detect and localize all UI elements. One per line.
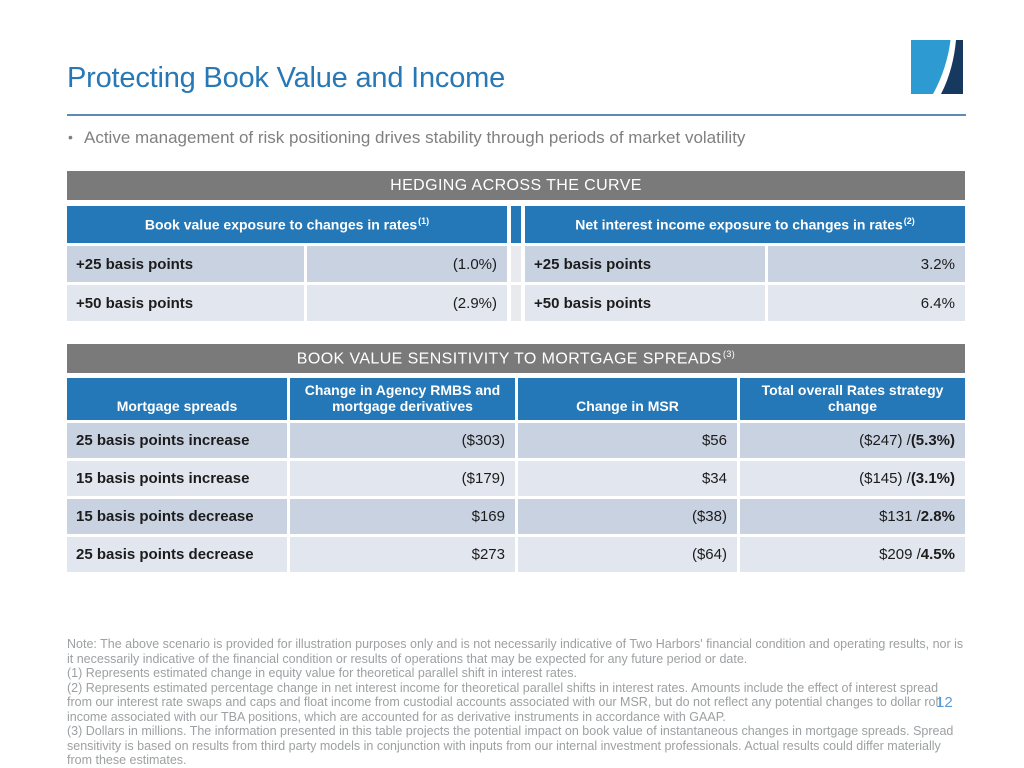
footnote-ref-3: (3) xyxy=(723,348,736,359)
bullet-icon: • xyxy=(68,129,73,145)
table-separator-strip xyxy=(511,206,521,324)
section-band-sensitivity: BOOK VALUE SENSITIVITY TO MORTGAGE SPREA… xyxy=(67,344,965,373)
rmbs-value: $273 xyxy=(290,537,515,572)
footnote-general: Note: The above scenario is provided for… xyxy=(67,637,964,666)
table-row: +25 basis points 3.2% xyxy=(525,246,965,282)
title-underline xyxy=(67,114,966,116)
row-label: +50 basis points xyxy=(525,285,765,321)
total-value: ($145) / (3.1%) xyxy=(740,461,965,496)
row-value: (1.0%) xyxy=(307,246,507,282)
total-value: $209 / 4.5% xyxy=(740,537,965,572)
row-label: +25 basis points xyxy=(525,246,765,282)
two-harbors-logo-icon xyxy=(911,40,963,94)
total-value: ($247) / (5.3%) xyxy=(740,423,965,458)
row-label: 15 basis points increase xyxy=(67,461,287,496)
mortgage-spread-sensitivity-table: Mortgage spreads Change in Agency RMBS a… xyxy=(67,378,965,572)
table-row: +50 basis points 6.4% xyxy=(525,285,965,321)
rmbs-value: $169 xyxy=(290,499,515,534)
column-header-rmbs-change: Change in Agency RMBS and mortgage deriv… xyxy=(290,378,515,420)
page-number: 12 xyxy=(936,694,953,711)
book-value-exposure-header: Book value exposure to changes in rates(… xyxy=(67,206,507,243)
book-value-exposure-table: Book value exposure to changes in rates(… xyxy=(67,206,507,324)
row-label: 15 basis points decrease xyxy=(67,499,287,534)
column-header-msr-change: Change in MSR xyxy=(518,378,737,420)
key-message-text: Active management of risk positioning dr… xyxy=(84,128,746,147)
key-message: • Active management of risk positioning d… xyxy=(68,128,928,148)
row-label: +25 basis points xyxy=(67,246,304,282)
section-band-hedging-title: HEDGING ACROSS THE CURVE xyxy=(390,176,642,194)
net-interest-income-header: Net interest income exposure to changes … xyxy=(525,206,965,243)
net-interest-income-header-text: Net interest income exposure to changes … xyxy=(575,216,903,233)
msr-value: ($64) xyxy=(518,537,737,572)
book-value-exposure-header-text: Book value exposure to changes in rates xyxy=(144,216,418,233)
rmbs-value: ($179) xyxy=(290,461,515,496)
net-interest-income-exposure-table: Net interest income exposure to changes … xyxy=(525,206,965,324)
section-band-hedging: HEDGING ACROSS THE CURVE xyxy=(67,171,965,200)
column-header-mortgage-spreads: Mortgage spreads xyxy=(67,378,287,420)
msr-value: $56 xyxy=(518,423,737,458)
column-header-total-change: Total overall Rates strategy change xyxy=(740,378,965,420)
row-value: 3.2% xyxy=(768,246,965,282)
rmbs-value: ($303) xyxy=(290,423,515,458)
footnotes: Note: The above scenario is provided for… xyxy=(67,637,964,768)
footnote-ref-2: (2) xyxy=(903,216,915,227)
msr-value: $34 xyxy=(518,461,737,496)
table-row: +25 basis points (1.0%) xyxy=(67,246,507,282)
total-value: $131 / 2.8% xyxy=(740,499,965,534)
row-value: (2.9%) xyxy=(307,285,507,321)
footnote-1: (1) Represents estimated change in equit… xyxy=(67,666,577,680)
page-title: Protecting Book Value and Income xyxy=(67,62,506,94)
msr-value: ($38) xyxy=(518,499,737,534)
section-band-sensitivity-title: BOOK VALUE SENSITIVITY TO MORTGAGE SPREA… xyxy=(296,348,736,368)
footnote-ref-1: (1) xyxy=(418,216,430,227)
row-value: 6.4% xyxy=(768,285,965,321)
table-row: +50 basis points (2.9%) xyxy=(67,285,507,321)
row-label: 25 basis points decrease xyxy=(67,537,287,572)
row-label: 25 basis points increase xyxy=(67,423,287,458)
footnote-3: (3) Dollars in millions. The information… xyxy=(67,724,954,767)
footnote-2: (2) Represents estimated percentage chan… xyxy=(67,680,942,724)
row-label: +50 basis points xyxy=(67,285,304,321)
